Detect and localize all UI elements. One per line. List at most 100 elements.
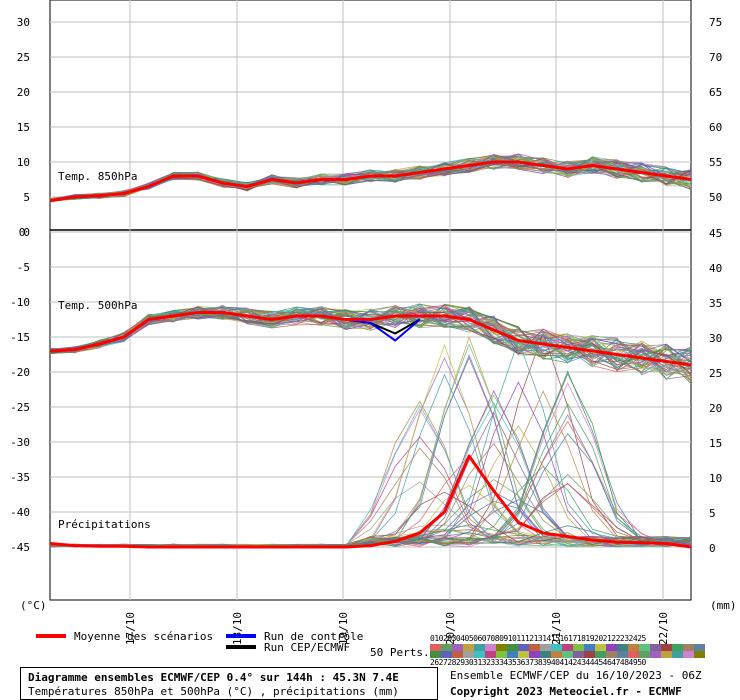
pert-color-swatch (485, 644, 496, 651)
pert-color-swatch (463, 651, 474, 658)
legend-mean-swatch (36, 634, 66, 638)
legend-mean-label: Moyenne des scénarios (74, 630, 214, 643)
pert-color-swatch (518, 651, 529, 658)
y-tick-left: 0 (23, 226, 30, 239)
y-tick-left: -40 (10, 506, 30, 519)
deterministic-line-850 (49, 161, 692, 202)
pert-color-swatch (639, 644, 650, 651)
chart-grid (49, 0, 692, 601)
pert-color-swatch (628, 651, 639, 658)
y-tick-right: 45 (709, 227, 722, 240)
y-tick-right: 20 (709, 402, 722, 415)
pert-color-swatch (606, 644, 617, 651)
pert-color-swatch (540, 651, 551, 658)
pert-color-swatch (540, 644, 551, 651)
pert-color-swatch (584, 644, 595, 651)
perturbation-precip (49, 402, 692, 548)
y-tick-right: 60 (709, 121, 722, 134)
pert-color-swatch (650, 651, 661, 658)
pert-color-swatch (485, 651, 496, 658)
pert-color-swatch (573, 651, 584, 658)
main-series-lines (49, 160, 692, 549)
perturbation-precip (49, 447, 692, 548)
y-tick-left: 25 (17, 51, 30, 64)
y-tick-left: 10 (17, 156, 30, 169)
pert-color-swatch (441, 644, 452, 651)
pert-color-swatch (617, 651, 628, 658)
footer-run-info: Ensemble ECMWF/CEP du 16/10/2023 - 06Z (450, 669, 702, 682)
legend-deterministic-label: Run CEP/ECMWF (264, 641, 351, 654)
y-tick-left: 20 (17, 86, 30, 99)
pert-color-swatch (573, 644, 584, 651)
pert-color-swatch (672, 644, 683, 651)
y-tick-left: -10 (10, 296, 30, 309)
legend-deterministic-swatch (226, 645, 256, 649)
footer-title: Diagramme ensembles ECMWF/CEP 0.4° sur 1… (28, 671, 399, 684)
perturbation-500 (49, 306, 692, 377)
pert-color-swatch (650, 644, 661, 651)
pert-color-swatch (529, 651, 540, 658)
y-tick-right: 65 (709, 86, 722, 99)
y-tick-left: 5 (23, 191, 30, 204)
legend-control-swatch (226, 634, 256, 638)
y-tick-right: 25 (709, 367, 722, 380)
pert-color-swatch (595, 644, 606, 651)
y-tick-left: -5 (17, 261, 30, 274)
date-tick-label: 17/10 (124, 612, 137, 645)
pert-color-swatch (430, 644, 441, 651)
mean-line-500 (49, 311, 692, 367)
perturbation-850 (49, 161, 692, 203)
y-tick-left: -35 (10, 471, 30, 484)
perturbation-500 (49, 306, 692, 368)
y-tick-right: 10 (709, 472, 722, 485)
footer-copyright: Copyright 2023 Meteociel.fr - ECMWF (450, 685, 682, 698)
pert-color-swatch (606, 651, 617, 658)
y-tick-right: 75 (709, 16, 722, 29)
pert-color-swatch (617, 644, 628, 651)
pert-color-swatch (584, 651, 595, 658)
y-tick-right: 30 (709, 332, 722, 345)
pert-swatches-row1 (430, 644, 705, 651)
date-tick-label: 19/10 (337, 612, 350, 645)
pert-color-swatch (452, 651, 463, 658)
date-tick-label: 20/10 (444, 612, 457, 645)
y-tick-left: -15 (10, 331, 30, 344)
date-tick-label: 18/10 (231, 612, 244, 645)
y-tick-left: 30 (17, 16, 30, 29)
pert-color-swatch (496, 651, 507, 658)
pert-color-swatch (551, 651, 562, 658)
pert-color-swatch (562, 644, 573, 651)
y-tick-left: -45 (10, 541, 30, 554)
y-tick-right: 35 (709, 297, 722, 310)
pert-color-swatch (562, 651, 573, 658)
y-tick-right: 70 (709, 51, 722, 64)
perturbation-precip (49, 442, 692, 548)
legend-perts-label: 50 Perts. (370, 646, 430, 659)
y-tick-left: 15 (17, 121, 30, 134)
y-tick-right: 50 (709, 191, 722, 204)
pert-color-swatch (661, 651, 672, 658)
footer-title-box (20, 667, 438, 700)
pert-color-swatch (430, 651, 441, 658)
pert-color-swatch (441, 651, 452, 658)
y-tick-right: 40 (709, 262, 722, 275)
pert-color-swatch (628, 644, 639, 651)
pert-color-swatch (452, 644, 463, 651)
pert-numbers-row1: 0102030405060708091011121314151617181920… (430, 634, 646, 643)
axis-labels: 17/10 18/10 19/10 20/10 21/10 22/10 30 25 20 15 10… (10, 16, 722, 645)
pert-color-swatch (672, 651, 683, 658)
y-tick-right: 5 (709, 507, 716, 520)
pert-swatches-row2 (430, 651, 705, 658)
y-tick-right: 15 (709, 437, 722, 450)
pert-color-swatch (474, 651, 485, 658)
pert-color-swatch (595, 651, 606, 658)
y-tick-left: -25 (10, 401, 30, 414)
pert-color-swatch (518, 644, 529, 651)
y-tick-right: 0 (709, 542, 716, 555)
plot-frame (49, 0, 692, 601)
footer-subtitle: Températures 850hPa et 500hPa (°C) , pré… (28, 685, 399, 698)
y-tick-right: 55 (709, 156, 722, 169)
pert-color-swatch (529, 644, 540, 651)
pert-color-swatch (496, 644, 507, 651)
